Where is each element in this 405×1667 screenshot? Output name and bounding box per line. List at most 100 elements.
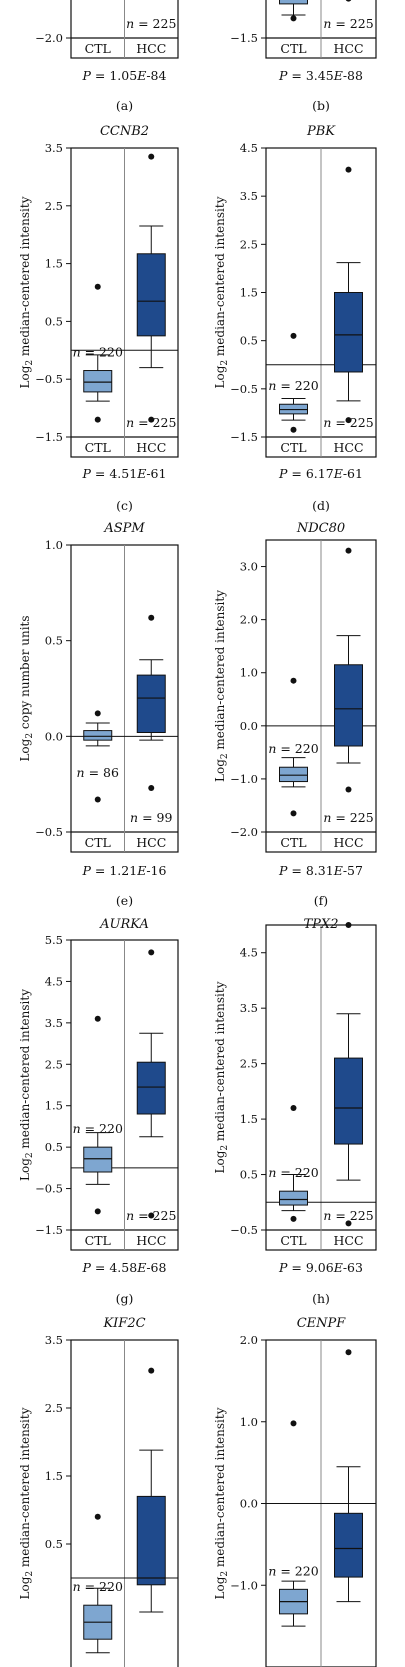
ctl-box [279, 0, 308, 22]
ctl-box [83, 710, 113, 803]
y-tick-label: −1.5 [230, 430, 258, 444]
panel-caption: (c) [116, 498, 133, 513]
panel-title: KIF2C [102, 1316, 145, 1331]
y-tick-label: 1.5 [240, 286, 258, 300]
y-tick-label: 4.5 [240, 946, 258, 960]
y-tick-label: 0.5 [240, 334, 258, 348]
hcc-box [136, 1367, 166, 1613]
y-tick-label: 3.5 [45, 141, 63, 155]
panel-title: TPX2 [304, 917, 339, 932]
y-tick-label: −1.0 [230, 1578, 258, 1592]
ctl-box [279, 677, 308, 817]
outlier-point [345, 166, 352, 173]
y-tick-label: 1.5 [240, 1112, 258, 1126]
outlier-point [290, 810, 297, 817]
y-tick-label: 3.5 [45, 1333, 63, 1347]
group-label: HCC [333, 41, 363, 56]
outlier-point [94, 1513, 101, 1520]
y-tick-label: 2.5 [240, 1057, 258, 1071]
group-label: CTL [280, 1233, 306, 1248]
outlier-point [94, 796, 101, 803]
ctl-box [279, 332, 308, 433]
y-tick-label: 2.0 [240, 1333, 258, 1347]
group-label: CTL [280, 41, 306, 56]
y-tick-label: 2.5 [45, 1057, 63, 1071]
box-iqr [334, 1057, 363, 1145]
y-tick-label: −1.0 [230, 772, 258, 786]
y-tick-label: 5.5 [45, 933, 63, 947]
outlier-point [345, 1220, 352, 1227]
box-iqr [136, 1495, 166, 1586]
box-iqr [136, 253, 166, 337]
sample-size-label: n = 225 [126, 415, 176, 430]
panel-title: NDC80 [296, 521, 345, 536]
y-tick-label: 0.5 [45, 1140, 63, 1154]
y-tick-label: −1.5 [35, 1223, 63, 1237]
y-tick-label: 4.5 [240, 141, 258, 155]
y-tick-label: 0.5 [240, 1168, 258, 1182]
p-value: P = 3.45E-88 [278, 68, 363, 83]
outlier-point [345, 547, 352, 554]
group-label: HCC [333, 835, 363, 850]
hcc-box [334, 922, 363, 1227]
outlier-point [148, 416, 155, 423]
y-tick-label: −1.5 [230, 31, 258, 45]
outlier-point [345, 922, 352, 928]
y-tick-label: 2.5 [240, 237, 258, 251]
sample-size-label: n = 225 [126, 1208, 176, 1223]
p-value: P = 8.31E-57 [278, 863, 363, 878]
y-tick-label: 2.5 [45, 199, 63, 213]
ctl-box [83, 283, 113, 423]
outlier-point [148, 1212, 155, 1219]
p-value: P = 1.05E-84 [82, 68, 167, 83]
y-tick-label: −0.5 [230, 382, 258, 396]
panel-caption: (b) [312, 98, 330, 113]
box-iqr [334, 292, 363, 373]
y-tick-label: 0.0 [240, 1497, 258, 1511]
y-axis-label: Log2 median-centered intensity [213, 1407, 230, 1599]
outlier-point [290, 1215, 297, 1222]
y-tick-label: 1.5 [45, 1099, 63, 1113]
y-tick-label: −0.5 [35, 825, 63, 839]
group-label: CTL [280, 440, 306, 455]
hcc-box [345, 0, 352, 2]
ctl-box [279, 1420, 308, 1627]
y-tick-label: −2.0 [230, 825, 258, 839]
outlier-point [345, 0, 352, 2]
sample-size-label: n = 220 [268, 378, 318, 393]
outlier-point [148, 153, 155, 160]
y-axis-label: Log2 median-centered intensity [213, 981, 230, 1173]
outlier-point [345, 417, 352, 424]
outlier-point [290, 15, 297, 22]
panel-3: 3.5 2.5 1.5 0.5 −0.5 −1.5 n = 220 n = 225 CTL HCC… [18, 124, 179, 513]
panel-title: AURKA [99, 917, 149, 932]
sample-size-label: n = 225 [126, 16, 176, 31]
group-label: HCC [333, 1233, 363, 1248]
group-label: HCC [136, 835, 166, 850]
sample-size-label: n = 86 [77, 765, 119, 780]
box-iqr [334, 1512, 363, 1578]
p-value: P = 6.17E-61 [278, 466, 363, 481]
outlier-point [94, 710, 101, 717]
y-tick-label: −0.5 [230, 1223, 258, 1237]
panel-9: 3.52.51.50.5n = 220CTLHCCKIF2CLog2 media… [18, 1316, 179, 1667]
outlier-point [148, 614, 155, 621]
y-tick-label: 1.0 [240, 1415, 258, 1429]
outlier-point [290, 1105, 297, 1111]
box-iqr [83, 730, 113, 741]
box-iqr [279, 766, 308, 783]
group-label: HCC [136, 440, 166, 455]
outlier-point [148, 949, 155, 956]
outlier-point [94, 416, 101, 423]
hcc-box [136, 614, 166, 791]
group-label: CTL [85, 440, 111, 455]
outlier-point [148, 1367, 155, 1374]
y-tick-label: 3.5 [240, 189, 258, 203]
box-iqr [136, 674, 166, 734]
group-label: HCC [136, 41, 166, 56]
sample-size-label: n = 220 [73, 1579, 123, 1594]
y-tick-label: 1.0 [45, 538, 63, 552]
panel-7: 5.5 4.5 3.5 2.5 1.5 0.5 −0.5 −1.5 n = 220 n = 225… [18, 917, 179, 1306]
panel-caption: (e) [116, 893, 133, 908]
panel-1: −2.0 n = 225 CTL HCC P = 1.05E-84 (a) [35, 0, 179, 113]
